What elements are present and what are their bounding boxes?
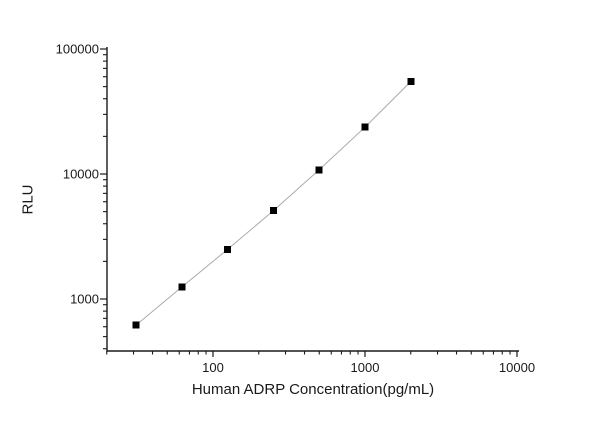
data-point-marker bbox=[178, 283, 186, 291]
data-point-marker bbox=[407, 78, 415, 85]
x-tick-label: 100 bbox=[202, 360, 224, 375]
data-point-marker bbox=[315, 166, 323, 174]
data-point-marker bbox=[361, 123, 369, 131]
series-line bbox=[135, 81, 412, 326]
data-point-marker bbox=[270, 207, 277, 215]
x-tick-label: 1000 bbox=[351, 360, 380, 375]
x-axis-title: Human ADRP Concentration(pg/mL) bbox=[191, 381, 435, 398]
y-axis-title-box: RLU bbox=[12, 47, 44, 351]
y-tick-label: 1000 bbox=[70, 292, 99, 307]
y-tick-label: 10000 bbox=[63, 167, 99, 182]
data-point-marker bbox=[132, 321, 140, 329]
data-point-marker bbox=[224, 245, 232, 253]
y-tick-label: 100000 bbox=[56, 42, 99, 57]
axis-frame bbox=[106, 47, 519, 352]
y-axis-title: RLU bbox=[19, 183, 37, 215]
x-tick-label: 10000 bbox=[499, 360, 535, 375]
